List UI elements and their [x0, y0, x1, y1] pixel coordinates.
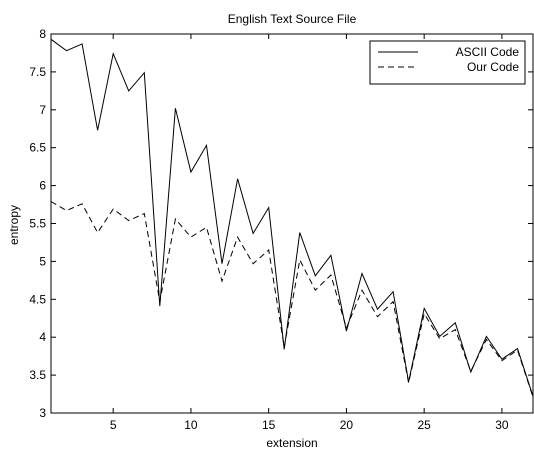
y-tick-label: 7: [39, 103, 46, 117]
y-tick-label: 4: [39, 330, 46, 344]
legend-box: [369, 40, 526, 85]
legend-label: ASCII Code: [456, 45, 520, 59]
x-axis-label: extension: [266, 436, 317, 450]
y-tick-label: 7.5: [29, 65, 46, 79]
y-tick-label: 5: [39, 254, 46, 268]
series-line-ascii-code: [50, 38, 534, 397]
series-lines: [50, 38, 534, 398]
y-axis-label: entropy: [7, 205, 21, 245]
y-tick-label: 4.5: [29, 292, 46, 306]
y-tick-label: 6: [39, 179, 46, 193]
y-tick-label: 3: [39, 406, 46, 420]
y-tick-label: 6.5: [29, 141, 46, 155]
axes: 5 10 15 20 25 30 3 3.5 4 4.5 5 5.5 6 6.5 7 7.5 8: [29, 27, 534, 432]
x-tick-label: 15: [262, 418, 276, 432]
x-tick-label: 25: [417, 418, 431, 432]
x-tick-label: 5: [110, 418, 117, 432]
x-tick-label: 30: [495, 418, 509, 432]
x-tick-label: 10: [184, 418, 198, 432]
series-line-our-code: [50, 201, 534, 398]
plot-frame: [50, 33, 534, 414]
x-tick-label: 20: [340, 418, 354, 432]
y-tick-label: 5.5: [29, 217, 46, 231]
legend-label: Our Code: [467, 60, 519, 74]
y-tick-label: 3.5: [29, 368, 46, 382]
chart-title: English Text Source File: [228, 12, 357, 26]
y-tick-label: 8: [39, 27, 46, 41]
